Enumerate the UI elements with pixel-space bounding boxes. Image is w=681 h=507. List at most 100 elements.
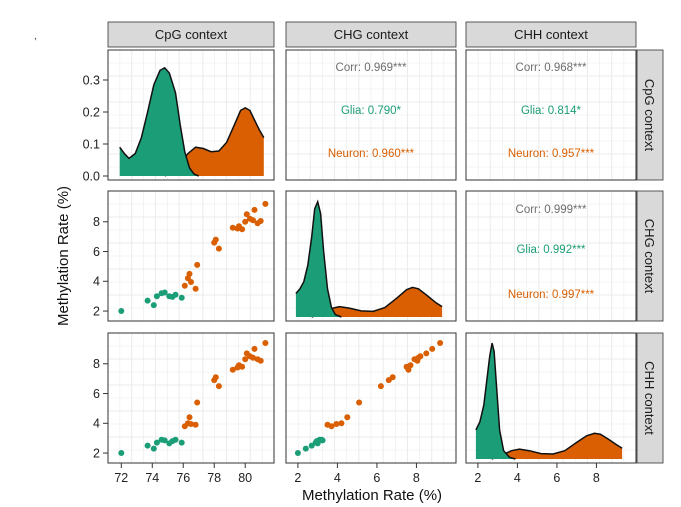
- x-tick-label-chg-3: 8: [413, 471, 420, 485]
- panel-border-2-0: [107, 332, 275, 464]
- scatter-point-chg-vs-cpg-neuron: [194, 261, 201, 268]
- strip-col-chh-label: CHH context: [514, 27, 588, 42]
- x-tick-label-cpg-3: 78: [207, 471, 221, 485]
- x-tick-label-chh-1: 4: [514, 471, 521, 485]
- x-tick-label-chg-0: 2: [294, 471, 301, 485]
- corr-panel-chg-chh: Corr: 0.999*** Glia: 0.992*** Neuron: 0.…: [508, 204, 595, 301]
- x-tick-label-chh-3: 8: [593, 471, 600, 485]
- y-tick-label-chg-0: 2: [93, 304, 100, 318]
- scatter-point-chh-vs-cpg-neuron: [262, 340, 269, 346]
- scatter-point-chg-vs-cpg-neuron: [212, 236, 219, 243]
- x-tick-label-chh-2: 6: [553, 471, 560, 485]
- scatter-point-chh-vs-chg-neuron: [333, 421, 340, 427]
- scatter-point-chh-vs-cpg-neuron: [215, 383, 222, 390]
- scatter-point-chg-vs-cpg-glia: [161, 289, 168, 296]
- panel-border-1-2: [465, 190, 637, 322]
- density-area-chg-neuron: [311, 287, 443, 317]
- y-tick-label-density-2: 0.2: [83, 105, 100, 119]
- scatter-point-chh-vs-chg-neuron: [414, 357, 421, 364]
- y-tick-label-chh-0: 2: [93, 446, 100, 460]
- x-tick-label-cpg-4: 80: [238, 471, 252, 485]
- scatter-point-chg-vs-cpg-glia: [150, 302, 157, 309]
- corr-panel-cpg-chg: Corr: 0.969*** Glia: 0.790* Neuron: 0.96…: [328, 62, 415, 160]
- x-tick-labels: 72 74 76 78 80 2 4 6 8 2 4 6 8: [114, 471, 600, 485]
- column-strips: CpG context CHG context CHH context: [107, 21, 637, 48]
- scatter-point-chh-vs-cpg-neuron: [194, 399, 201, 406]
- corr-glia-cpg-chh: Glia: 0.814*: [521, 105, 582, 117]
- corr-total-chg-chh: Corr: 0.999***: [516, 204, 587, 216]
- scatter-point-chh-vs-cpg-glia: [118, 450, 125, 456]
- scatter-point-chh-vs-cpg-glia: [161, 437, 168, 444]
- scatter-point-chh-vs-cpg-neuron: [250, 354, 256, 361]
- corr-glia-chg-chh: Glia: 0.992***: [516, 244, 586, 256]
- scatter-point-chg-vs-cpg-glia: [153, 293, 160, 300]
- y-tick-label-density-0: 0.0: [83, 169, 100, 183]
- y-tick-label-chg-3: 8: [93, 215, 100, 229]
- scatter-point-chh-vs-cpg-neuron: [192, 421, 199, 428]
- scatter-point-chg-vs-cpg-neuron: [215, 245, 222, 252]
- density-area-cpg-glia: [119, 67, 199, 176]
- scatter-point-chh-vs-cpg-neuron: [242, 356, 249, 363]
- y-tick-labels: 0.0 0.1 0.2 0.3 2 4 6 8 2 4 6 8: [83, 73, 100, 460]
- strip-row-chh: [636, 332, 664, 464]
- density-line-cpg-glia: [119, 66, 199, 177]
- scatter-point-chh-vs-cpg-neuron: [186, 414, 193, 421]
- x-axis-title: Methylation Rate (%): [302, 487, 442, 504]
- scatter-point-chh-vs-chg-glia: [302, 445, 309, 452]
- panel-border-2-2: [465, 332, 637, 464]
- density-line-chg-glia: [295, 199, 342, 318]
- strip-col-cpg: [107, 21, 275, 48]
- density-area-chh-neuron: [491, 433, 623, 459]
- scatter-point-chg-vs-cpg-neuron: [250, 217, 256, 224]
- panel-data-marks: [118, 66, 623, 460]
- scatter-point-chg-vs-cpg-neuron: [257, 218, 264, 224]
- y-tick-label-chh-3: 8: [93, 357, 100, 371]
- scatter-point-chh-vs-chg-glia: [312, 439, 319, 446]
- y-axis-title: Methylation Rate (%): [55, 186, 72, 326]
- scatter-point-chg-vs-cpg-neuron: [181, 282, 188, 289]
- stray-mark: ,: [34, 31, 37, 42]
- strip-row-chh-label: CHH context: [642, 361, 657, 435]
- panel-borders: [107, 49, 637, 464]
- scatter-point-chh-vs-chg-neuron: [437, 340, 444, 346]
- x-tick-label-cpg-0: 72: [114, 471, 128, 485]
- y-tick-label-density-1: 0.1: [83, 137, 100, 151]
- scatter-point-chg-vs-cpg-neuron: [192, 285, 199, 292]
- axis-tick-marks: [103, 79, 597, 468]
- scatter-point-chg-vs-cpg-neuron: [243, 211, 250, 218]
- density-area-chh-glia: [475, 343, 516, 459]
- panel-border-1-1: [285, 190, 457, 322]
- corr-neuron-cpg-chh: Neuron: 0.957***: [508, 148, 595, 160]
- scatter-point-chh-vs-chg-neuron: [403, 363, 410, 370]
- strip-col-chh: [465, 21, 637, 48]
- density-line-chh-neuron: [491, 432, 623, 460]
- scatter-point-chh-vs-cpg-neuron: [188, 421, 194, 427]
- x-tick-label-chg-1: 4: [334, 471, 341, 485]
- scatter-point-chg-vs-cpg-neuron: [262, 200, 269, 207]
- scatter-point-chh-vs-chg-glia: [294, 450, 301, 456]
- scatter-point-chh-vs-cpg-neuron: [229, 366, 236, 373]
- corr-total-cpg-chg: Corr: 0.969***: [336, 62, 407, 74]
- y-tick-label-density-3: 0.3: [83, 73, 100, 87]
- strip-row-cpg-label: CpG context: [642, 79, 657, 152]
- strip-col-cpg-label: CpG context: [155, 27, 228, 42]
- scatter-point-chg-vs-cpg-glia: [144, 297, 151, 304]
- scatter-point-chh-vs-cpg-glia: [153, 439, 160, 446]
- corr-glia-cpg-chg: Glia: 0.790*: [341, 105, 402, 117]
- scatter-point-chh-vs-cpg-neuron: [239, 363, 246, 370]
- strip-row-chg: [636, 190, 664, 322]
- scatter-point-chh-vs-chg-neuron: [324, 421, 331, 428]
- corr-neuron-cpg-chg: Neuron: 0.960***: [328, 148, 415, 160]
- scatter-point-chh-vs-cpg-neuron: [257, 357, 264, 364]
- x-tick-label-chh-0: 2: [474, 471, 481, 485]
- density-area-chg-glia: [295, 201, 342, 317]
- scatter-point-chg-vs-cpg-neuron: [229, 224, 236, 231]
- strip-col-chg: [285, 21, 457, 48]
- x-tick-label-chg-2: 6: [373, 471, 380, 485]
- y-tick-label-chh-1: 4: [93, 417, 100, 431]
- row-strips: CpG context CHG context CHH context: [636, 49, 664, 464]
- scatter-point-chh-vs-chg-neuron: [429, 345, 436, 352]
- scatter-point-chg-vs-cpg-neuron: [188, 279, 194, 285]
- panel-border-2-1: [285, 332, 457, 464]
- scatter-point-chh-vs-cpg-glia: [178, 439, 185, 446]
